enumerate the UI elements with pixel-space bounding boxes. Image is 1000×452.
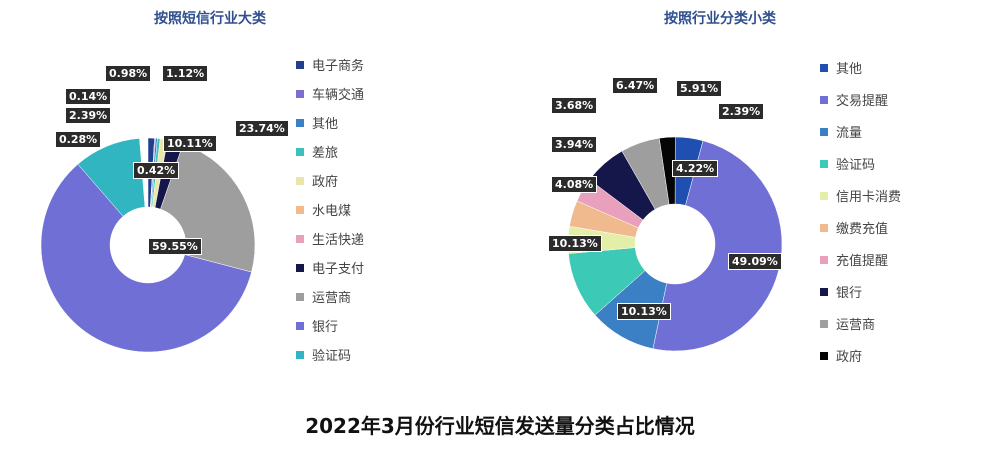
- legend-swatch: [296, 60, 304, 69]
- data-label: 5.91%: [676, 80, 723, 97]
- legend-swatch: [296, 118, 304, 127]
- legend-label: 水电煤: [312, 204, 352, 219]
- data-label: 0.14%: [65, 88, 112, 105]
- legend-item[interactable]: 银行: [820, 282, 862, 301]
- legend-swatch: [820, 351, 828, 360]
- legend-item[interactable]: 电子商务: [296, 55, 364, 74]
- legend-item[interactable]: 政府: [296, 171, 338, 190]
- data-label: 49.09%: [728, 253, 782, 270]
- data-label: 2.39%: [65, 107, 112, 124]
- legend-swatch: [296, 234, 304, 243]
- data-label: 23.74%: [235, 120, 289, 137]
- data-label: 1.12%: [162, 65, 209, 82]
- data-label: 4.22%: [672, 160, 719, 177]
- legend-label: 验证码: [312, 349, 352, 364]
- legend-item[interactable]: 交易提醒: [820, 90, 888, 109]
- legend-label: 运营商: [312, 291, 352, 306]
- legend-swatch: [820, 95, 828, 104]
- legend-label: 电子支付: [312, 262, 365, 277]
- legend-item[interactable]: 信用卡消费: [820, 186, 901, 205]
- slice-政府: [658, 136, 676, 205]
- legend-swatch: [296, 350, 304, 359]
- legend-label: 充值提醒: [836, 254, 889, 269]
- legend-label: 其他: [312, 117, 339, 132]
- legend-label: 政府: [836, 350, 863, 365]
- legend-item[interactable]: 其他: [820, 58, 862, 77]
- legend-item[interactable]: 电子支付: [296, 258, 364, 277]
- legend-item[interactable]: 生活快递: [296, 229, 364, 248]
- legend-label: 电子商务: [312, 59, 365, 74]
- legend-swatch: [296, 89, 304, 98]
- legend-label: 生活快递: [312, 233, 365, 248]
- data-label: 0.28%: [55, 131, 102, 148]
- legend-item[interactable]: 验证码: [296, 345, 351, 364]
- legend-label: 交易提醒: [836, 94, 889, 109]
- legend-item[interactable]: 缴费充值: [820, 218, 888, 237]
- legend-item[interactable]: 运营商: [820, 314, 875, 333]
- legend-swatch: [820, 127, 828, 136]
- legend-label: 车辆交通: [312, 88, 365, 103]
- legend-label: 运营商: [836, 318, 876, 333]
- legend-label: 其他: [836, 62, 863, 77]
- legend-item[interactable]: 流量: [820, 122, 862, 141]
- slice-验证码: [77, 138, 146, 217]
- legend-label: 银行: [312, 320, 339, 335]
- legend-swatch: [296, 321, 304, 330]
- legend-label: 流量: [836, 126, 863, 141]
- data-label: 2.39%: [718, 103, 765, 120]
- left-chart-title: 按照短信行业大类: [154, 11, 266, 27]
- data-label: 59.55%: [148, 238, 202, 255]
- legend-item[interactable]: 差旅: [296, 142, 338, 161]
- slice-银行: [40, 163, 252, 353]
- legend-label: 信用卡消费: [836, 190, 902, 205]
- legend-swatch: [820, 191, 828, 200]
- legend-item[interactable]: 车辆交通: [296, 84, 364, 103]
- main-title: 2022年3月份行业短信发送量分类占比情况: [305, 414, 695, 438]
- data-label: 10.13%: [617, 303, 671, 320]
- data-label: 6.47%: [612, 77, 659, 94]
- legend-swatch: [820, 223, 828, 232]
- legend-item[interactable]: 充值提醒: [820, 250, 888, 269]
- legend-swatch: [296, 263, 304, 272]
- legend-swatch: [820, 63, 828, 72]
- right-chart-title: 按照行业分类小类: [664, 11, 776, 27]
- legend-item[interactable]: 其他: [296, 113, 338, 132]
- data-label: 4.08%: [551, 176, 598, 193]
- legend-swatch: [296, 205, 304, 214]
- data-label: 0.98%: [105, 65, 152, 82]
- legend-item[interactable]: 运营商: [296, 287, 351, 306]
- data-label: 10.11%: [163, 135, 217, 152]
- slice-交易提醒: [652, 140, 783, 352]
- legend-label: 缴费充值: [836, 222, 889, 237]
- legend-swatch: [820, 255, 828, 264]
- legend-swatch: [296, 147, 304, 156]
- legend-swatch: [820, 287, 828, 296]
- legend-label: 银行: [836, 286, 863, 301]
- legend-swatch: [820, 159, 828, 168]
- legend-item[interactable]: 水电煤: [296, 200, 351, 219]
- legend-item[interactable]: 政府: [820, 346, 862, 365]
- data-label: 3.68%: [551, 97, 598, 114]
- legend-swatch: [296, 176, 304, 185]
- legend-swatch: [820, 319, 828, 328]
- legend-label: 政府: [312, 175, 339, 190]
- legend-swatch: [296, 292, 304, 301]
- data-label: 10.13%: [548, 235, 602, 252]
- data-label: 0.42%: [133, 162, 180, 179]
- legend-label: 验证码: [836, 158, 876, 173]
- legend-label: 差旅: [312, 146, 339, 161]
- legend-item[interactable]: 验证码: [820, 154, 875, 173]
- slice-运营商: [160, 143, 256, 273]
- legend-item[interactable]: 银行: [296, 316, 338, 335]
- data-label: 3.94%: [551, 136, 598, 153]
